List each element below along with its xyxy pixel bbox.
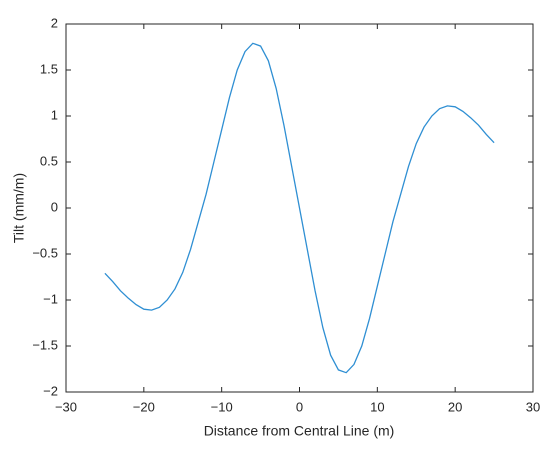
y-axis-label: Tilt (mm/m) bbox=[11, 173, 27, 243]
y-tick-label: 0 bbox=[51, 199, 58, 214]
y-tick-label: −1 bbox=[43, 291, 58, 306]
x-tick-label: −10 bbox=[211, 399, 233, 414]
y-tick-label: 0.5 bbox=[40, 153, 58, 168]
y-tick-label: 1.5 bbox=[40, 61, 58, 76]
x-tick-label: 30 bbox=[526, 399, 540, 414]
x-axis-label: Distance from Central Line (m) bbox=[204, 423, 395, 439]
y-tick-label: 1 bbox=[51, 107, 58, 122]
x-tick-label: −20 bbox=[133, 399, 155, 414]
y-tick-label: −2 bbox=[43, 383, 58, 398]
y-tick-label: −0.5 bbox=[32, 245, 58, 260]
data-line bbox=[104, 42, 495, 374]
x-tick-label: −30 bbox=[55, 399, 77, 414]
x-tick-label: 10 bbox=[370, 399, 384, 414]
x-tick-label: 20 bbox=[448, 399, 462, 414]
y-tick-label: −1.5 bbox=[32, 337, 58, 352]
x-tick-label: 0 bbox=[296, 399, 303, 414]
y-tick-label: 2 bbox=[51, 15, 58, 30]
